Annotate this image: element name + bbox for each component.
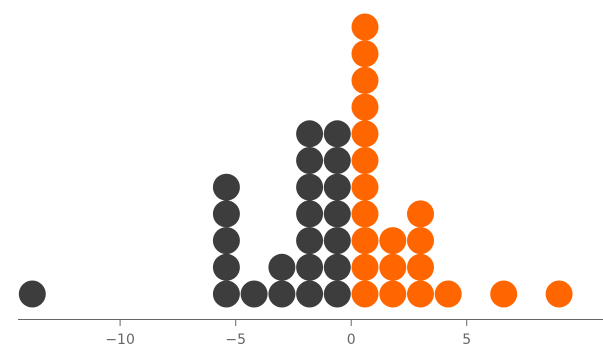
dot-series-1-x-0.6-n8 — [351, 66, 379, 94]
dot-series-0-x--5.4-n2 — [212, 227, 240, 255]
dot-series-1-x-1.8-n2 — [379, 227, 407, 255]
dot-series-0-x--5.4-n0 — [212, 280, 240, 308]
dot-series-0-x--0.6-n1 — [323, 253, 351, 281]
dot-series-0-x--0.6-n3 — [323, 200, 351, 228]
x-tick-label: −5 — [225, 332, 246, 346]
dot-series-0-x--0.6-n4 — [323, 173, 351, 201]
x-tick-label: 5 — [462, 332, 471, 346]
dot-series-0-x--4.2-n0 — [240, 280, 268, 308]
dot-series-0-x--13.8-n0 — [18, 280, 46, 308]
dot-series-1-x-0.6-n6 — [351, 120, 379, 148]
dot-series-0-x--0.6-n2 — [323, 227, 351, 255]
dot-series-1-x-0.6-n2 — [351, 227, 379, 255]
dot-series-0-x--1.8-n0 — [296, 280, 324, 308]
dot-series-1-x-3-n3 — [407, 200, 434, 228]
dot-series-0-x--1.8-n4 — [296, 173, 324, 201]
dot-series-0-x--3-n0 — [268, 280, 296, 308]
dot-series-1-x-3-n1 — [407, 253, 434, 281]
dot-series-0-x--1.8-n1 — [296, 253, 324, 281]
dot-series-0-x--0.6-n6 — [323, 120, 351, 148]
dot-series-1-x-3-n0 — [407, 280, 434, 308]
dot-series-0-x--1.8-n5 — [296, 147, 324, 174]
dot-series-1-x-0.6-n7 — [351, 93, 379, 121]
dot-series-1-x-0.6-n5 — [351, 147, 379, 174]
dot-series-0-x--1.8-n2 — [296, 227, 324, 255]
dot-series-1-x-0.6-n1 — [351, 253, 379, 281]
dot-series-1-x-4.2-n0 — [434, 280, 462, 308]
dot-series-1-x-1.8-n0 — [379, 280, 407, 308]
x-tick-label: −10 — [105, 332, 135, 346]
dot-series-0-x--1.8-n3 — [296, 200, 324, 228]
dot-series-1-x-0.6-n3 — [351, 200, 379, 228]
x-axis-ticks: −10 −5 0 5 — [105, 319, 471, 346]
dot-series-0-x--1.8-n6 — [296, 120, 324, 148]
dot-series-0-x--5.4-n1 — [212, 253, 240, 281]
dot-series-1-x-0.6-n4 — [351, 173, 379, 201]
dot-series-0-x--5.4-n3 — [212, 200, 240, 228]
dot-series-1-x-0.6-n10 — [351, 13, 379, 41]
dot-series-0-x--3-n1 — [268, 253, 296, 281]
dot-series-0-x--0.6-n5 — [323, 147, 351, 174]
dot-series-0-x--5.4-n4 — [212, 173, 240, 201]
dot-series-1-x-0.6-n9 — [351, 40, 379, 68]
dot-series-0-x--0.6-n0 — [323, 280, 351, 308]
dot-series-1-x-1.8-n1 — [379, 253, 407, 281]
dots-layer — [18, 13, 573, 308]
dot-series-1-x-9-n0 — [545, 280, 573, 308]
x-tick-label: 0 — [347, 332, 356, 346]
dot-series-1-x-6.6-n0 — [490, 280, 518, 308]
dot-series-1-x-3-n2 — [407, 227, 434, 255]
dot-series-1-x-0.6-n0 — [351, 280, 379, 308]
